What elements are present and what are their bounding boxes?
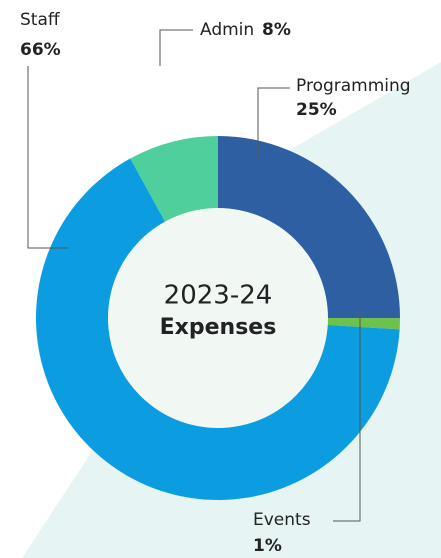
label-value: 1% <box>253 536 282 556</box>
label-name: Events <box>253 510 311 530</box>
label-value: 66% <box>20 40 61 60</box>
leader-line <box>257 87 290 160</box>
center-subtitle: Expenses <box>160 315 277 340</box>
leader-line <box>333 312 361 522</box>
label-value: 8% <box>262 20 291 40</box>
label-name: Programming <box>296 76 411 96</box>
leader-line <box>27 66 68 249</box>
leader-line <box>159 29 193 66</box>
label-value: 25% <box>296 100 337 120</box>
center-title: 2023-24 <box>164 281 273 311</box>
label-name: Admin <box>200 20 254 40</box>
donut-hole <box>108 208 328 428</box>
label-name: Staff <box>20 10 61 30</box>
